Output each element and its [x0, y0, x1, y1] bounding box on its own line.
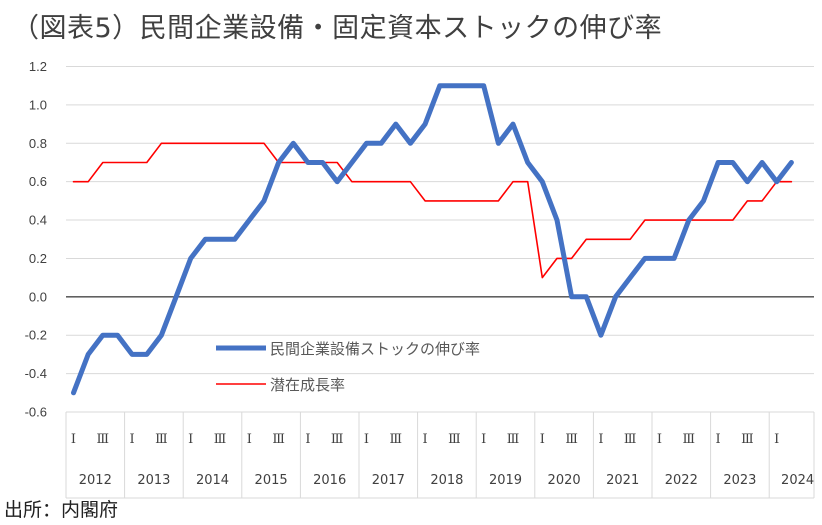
- x-quarter-label: Ⅰ: [71, 432, 76, 447]
- x-year-label: 2024: [781, 473, 814, 488]
- y-tick-label: -0.6: [25, 405, 47, 420]
- y-axis-ticks: 1.2 1.0 0.8 0.6 0.4 0.2 0.0 -0.2 -0.4 -0.6: [25, 59, 47, 420]
- x-quarter-label: Ⅰ: [130, 432, 135, 447]
- x-quarter-label: Ⅰ: [774, 432, 779, 447]
- grid-lines: [66, 66, 814, 413]
- x-quarter-label: Ⅰ: [305, 432, 310, 447]
- x-year-label: 2014: [196, 473, 229, 488]
- x-year-label: 2012: [79, 473, 112, 488]
- x-year-label: 2018: [430, 473, 463, 488]
- source-note: 出所：内閣府: [4, 499, 119, 521]
- x-quarter-label: Ⅲ: [448, 432, 461, 447]
- series-potential-growth: [72, 142, 793, 279]
- y-tick-label: 0.0: [29, 289, 47, 304]
- x-year-label: 2021: [606, 473, 639, 488]
- x-quarter-label: Ⅲ: [507, 432, 520, 447]
- x-quarter-label: Ⅲ: [155, 432, 168, 447]
- x-quarter-label: Ⅲ: [272, 432, 285, 447]
- series-equipment-stock: [71, 83, 794, 396]
- y-tick-label: 1.2: [29, 59, 47, 74]
- x-year-label: 2023: [723, 473, 756, 488]
- x-year-label: 2020: [548, 473, 581, 488]
- x-quarter-label: Ⅲ: [390, 432, 403, 447]
- x-year-label: 2016: [313, 473, 346, 488]
- x-quarter-label: Ⅰ: [247, 432, 252, 447]
- x-quarter-label: Ⅰ: [364, 432, 369, 447]
- x-year-label: 2022: [665, 473, 698, 488]
- x-quarter-label: Ⅲ: [331, 432, 344, 447]
- x-quarter-label: Ⅲ: [624, 432, 637, 447]
- x-quarter-label: Ⅲ: [565, 432, 578, 447]
- x-quarter-label: Ⅲ: [741, 432, 754, 447]
- x-axis: Ⅰ Ⅲ 2012 Ⅰ Ⅲ 2013 Ⅰ Ⅲ 2014 Ⅰ Ⅲ 2015 Ⅰ Ⅲ 2016 Ⅰ Ⅲ 2017 Ⅰ Ⅲ 20…: [65, 412, 815, 499]
- x-quarter-label: Ⅲ: [214, 432, 227, 447]
- x-quarter-label: Ⅰ: [716, 432, 721, 447]
- x-quarter-label: Ⅰ: [423, 432, 428, 447]
- x-quarter-label: Ⅰ: [598, 432, 603, 447]
- x-year-label: 2015: [255, 473, 288, 488]
- legend-label-potential-growth: 潜在成長率: [270, 376, 345, 394]
- y-tick-label: 0.8: [29, 136, 47, 151]
- x-quarter-label: Ⅰ: [540, 432, 545, 447]
- y-tick-label: 0.4: [29, 213, 47, 228]
- x-quarter-label: Ⅰ: [188, 432, 193, 447]
- x-year-label: 2013: [137, 473, 170, 488]
- series-lines: [71, 83, 794, 396]
- chart-title: （図表5）民間企業設備・固定資本ストックの伸び率: [12, 13, 663, 44]
- legend: 民間企業設備ストックの伸び率 潜在成長率: [216, 340, 480, 394]
- y-tick-label: 1.0: [29, 97, 47, 112]
- legend-label-equipment-stock: 民間企業設備ストックの伸び率: [270, 340, 480, 358]
- x-quarter-label: Ⅰ: [657, 432, 662, 447]
- x-quarter-label: Ⅲ: [683, 432, 696, 447]
- x-quarter-label: Ⅲ: [97, 432, 110, 447]
- y-tick-label: 0.6: [29, 174, 47, 189]
- y-tick-label: -0.2: [25, 328, 47, 343]
- x-quarter-label: Ⅰ: [481, 432, 486, 447]
- x-year-label: 2017: [372, 473, 405, 488]
- y-tick-label: 0.2: [29, 251, 47, 266]
- x-year-label: 2019: [489, 473, 522, 488]
- y-tick-label: -0.4: [25, 366, 47, 381]
